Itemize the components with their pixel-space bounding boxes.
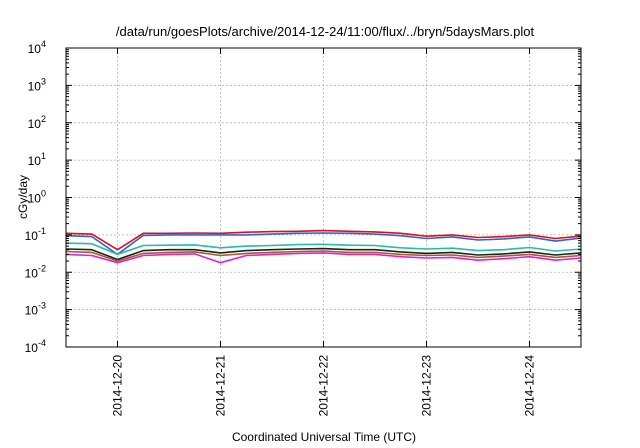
y-tick-label: 10-1: [25, 226, 46, 243]
x-axis-label: Coordinated Universal Time (UTC): [232, 430, 416, 444]
x-tick-label: 2014-12-23: [420, 355, 434, 417]
series-line: [65, 232, 582, 256]
y-tick-label: 104: [28, 39, 46, 56]
series-line: [65, 229, 582, 251]
y-tick-label: 100: [28, 189, 46, 206]
series-line: [65, 252, 582, 264]
y-axis: 10-4 10-3 10-2 10-1 100 101 102 103 104: [25, 39, 581, 355]
series-layer: [65, 229, 582, 264]
y-tick-label: 10-3: [25, 301, 46, 318]
x-tick-label: 2014-12-21: [214, 355, 228, 417]
y-tick-label: 10-2: [25, 263, 46, 280]
series-line: [65, 247, 582, 261]
x-tick-label: 2014-12-24: [523, 355, 537, 417]
y-axis-label: cGy/day: [16, 175, 30, 219]
chart-title: /data/run/goesPlots/archive/2014-12-24/1…: [116, 24, 535, 39]
x-axis: 2014-12-20 2014-12-21 2014-12-22 2014-12-23…: [111, 48, 537, 416]
grid: [66, 47, 581, 348]
x-tick-label: 2014-12-22: [317, 355, 331, 417]
y-tick-label: 101: [28, 151, 46, 168]
x-tick-label: 2014-12-20: [111, 355, 125, 417]
y-tick-label: 10-4: [25, 338, 46, 355]
series-line: [65, 242, 582, 256]
y-tick-label: 103: [28, 76, 46, 93]
series-line: [65, 250, 582, 262]
y-tick-label: 102: [28, 114, 46, 131]
